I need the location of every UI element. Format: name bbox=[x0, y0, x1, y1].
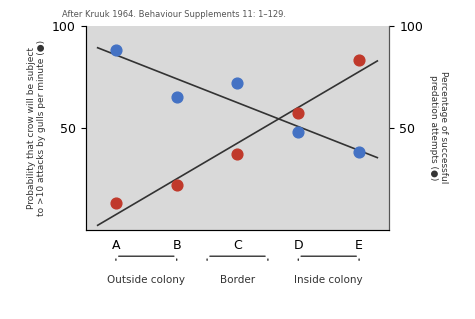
Point bbox=[173, 182, 180, 187]
Point bbox=[234, 152, 241, 157]
Y-axis label: Percentage of successful
predation attempts (●): Percentage of successful predation attem… bbox=[428, 71, 448, 184]
Text: After Kruuk 1964. Behaviour Supplements 11: 1–129.: After Kruuk 1964. Behaviour Supplements … bbox=[62, 10, 286, 19]
Point bbox=[234, 80, 241, 85]
Point bbox=[294, 129, 302, 134]
Point bbox=[294, 111, 302, 116]
Point bbox=[112, 201, 120, 206]
Text: Inside colony: Inside colony bbox=[294, 275, 363, 285]
Text: Outside colony: Outside colony bbox=[107, 275, 185, 285]
Point bbox=[112, 48, 120, 53]
Point bbox=[355, 58, 363, 63]
Text: Border: Border bbox=[220, 275, 255, 285]
Point bbox=[173, 94, 180, 100]
Y-axis label: Probability that crow will be subject
to >10 attacks by gulls per minute (●): Probability that crow will be subject to… bbox=[27, 40, 47, 216]
Point bbox=[355, 150, 363, 155]
